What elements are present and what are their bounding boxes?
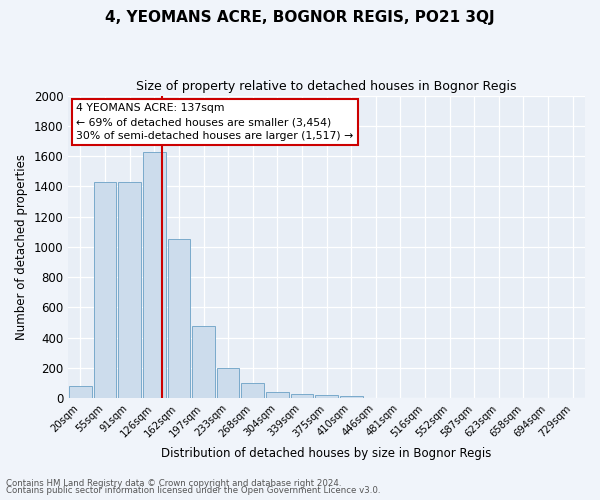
Text: 4, YEOMANS ACRE, BOGNOR REGIS, PO21 3QJ: 4, YEOMANS ACRE, BOGNOR REGIS, PO21 3QJ (105, 10, 495, 25)
Y-axis label: Number of detached properties: Number of detached properties (15, 154, 28, 340)
Bar (266, 392, 289, 398)
X-axis label: Distribution of detached houses by size in Bognor Regis: Distribution of detached houses by size … (161, 447, 492, 460)
Bar (69, 386, 92, 398)
Text: 4 YEOMANS ACRE: 137sqm
← 69% of detached houses are smaller (3,454)
30% of semi-: 4 YEOMANS ACRE: 137sqm ← 69% of detached… (76, 103, 353, 141)
Bar (192, 326, 215, 398)
Bar (290, 394, 313, 398)
Bar (340, 396, 362, 398)
Bar (217, 368, 239, 398)
Bar (167, 240, 190, 398)
Bar (143, 152, 166, 398)
Text: Contains HM Land Registry data © Crown copyright and database right 2024.: Contains HM Land Registry data © Crown c… (6, 478, 341, 488)
Bar (118, 182, 141, 398)
Bar (241, 383, 264, 398)
Text: Contains public sector information licensed under the Open Government Licence v3: Contains public sector information licen… (6, 486, 380, 495)
Title: Size of property relative to detached houses in Bognor Regis: Size of property relative to detached ho… (136, 80, 517, 93)
Bar (94, 182, 116, 398)
Bar (315, 395, 338, 398)
